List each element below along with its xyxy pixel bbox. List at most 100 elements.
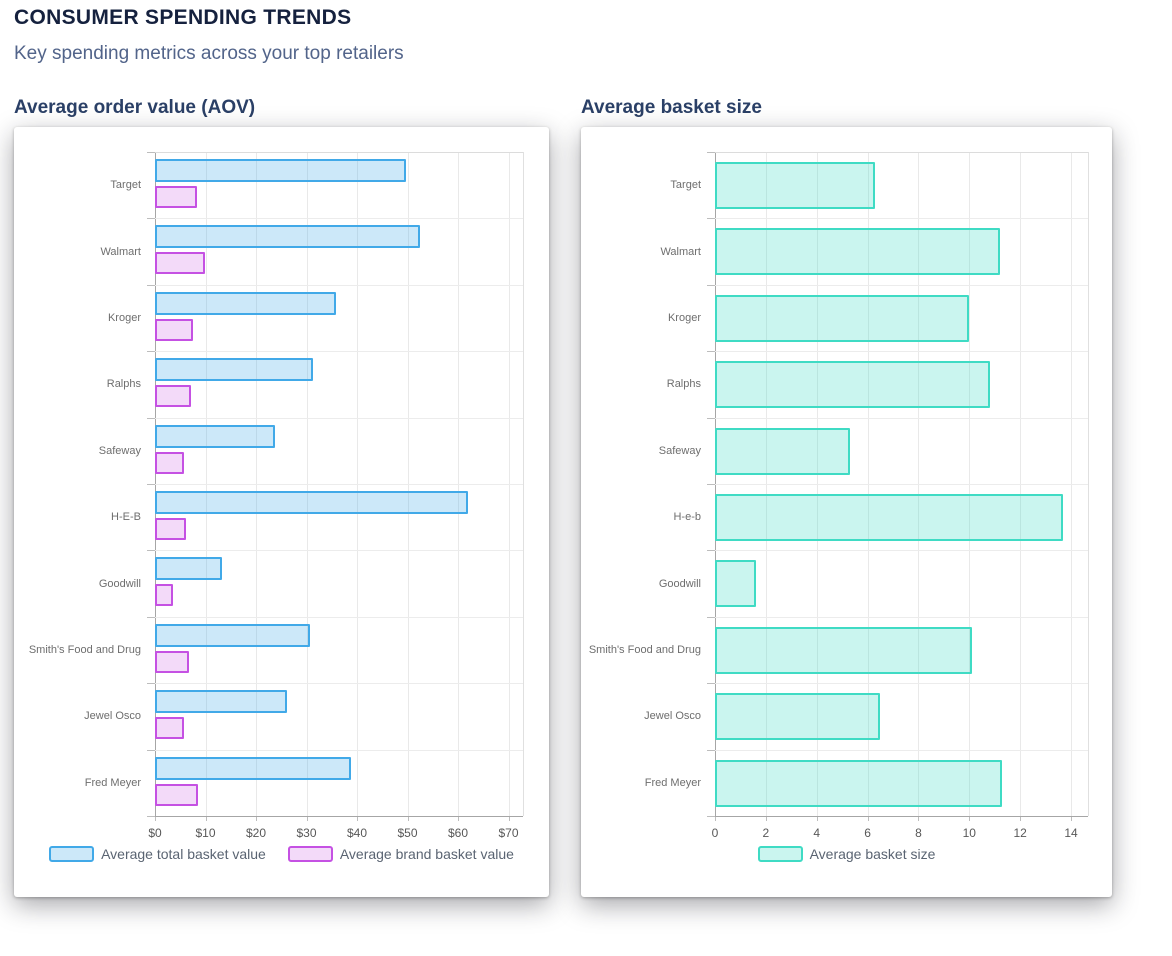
gridline-horizontal	[715, 417, 1088, 419]
legend-label: Average basket size	[809, 846, 936, 862]
chart-title-aov: Average order value (AOV)	[14, 97, 256, 118]
chart-title-basket-size: Average basket size	[581, 97, 762, 118]
gridline-horizontal	[715, 484, 1088, 485]
gridline-horizontal	[155, 417, 523, 419]
category-label: Jewel Osco	[644, 710, 701, 723]
bar-average-brand-basket-value	[155, 451, 184, 474]
gridline-horizontal	[155, 683, 523, 685]
x-axis-label: 2	[762, 826, 770, 840]
page-title: CONSUMER SPENDING TRENDS	[14, 6, 352, 29]
x-axis-label: $30	[296, 826, 317, 840]
category-label: Smith's Food and Drug	[588, 644, 701, 656]
y-axis-tick	[147, 218, 155, 220]
x-axis-label: 14	[1064, 826, 1078, 840]
y-axis-tick	[707, 417, 715, 419]
gridline-horizontal	[715, 683, 1088, 685]
y-axis-tick	[707, 550, 715, 552]
bar-average-total-basket-value	[155, 623, 311, 647]
bar-average-basket-size	[715, 494, 1064, 541]
bar-average-brand-basket-value	[155, 783, 198, 806]
gridline-horizontal	[715, 616, 1088, 618]
x-axis-tick	[867, 816, 869, 821]
bar-average-basket-size	[715, 560, 756, 608]
bottom-axis-line	[715, 816, 1088, 817]
x-axis-label: $20	[245, 826, 267, 840]
bar-average-basket-size	[715, 626, 972, 674]
x-axis-tick	[256, 816, 257, 821]
category-label: Goodwill	[98, 577, 141, 590]
legend-label: Average total basket value	[101, 846, 266, 862]
x-axis-tick	[765, 816, 767, 821]
bar-average-total-basket-value	[155, 690, 287, 714]
bar-average-brand-basket-value	[155, 584, 173, 607]
legend-swatch	[49, 846, 95, 862]
bar-average-brand-basket-value	[155, 650, 189, 673]
gridline-horizontal	[155, 550, 523, 552]
x-axis-tick	[508, 816, 510, 821]
category-label: Fred Meyer	[84, 776, 141, 789]
gridline-horizontal	[715, 284, 1088, 286]
category-label: Fred Meyer	[644, 776, 701, 789]
plot-right-edge	[523, 152, 524, 816]
y-axis-tick	[707, 616, 715, 618]
x-axis-tick	[816, 816, 818, 821]
y-axis-tick	[707, 484, 715, 485]
bar-average-total-basket-value	[155, 291, 336, 315]
x-axis-label: 10	[962, 826, 976, 840]
x-axis-label: $50	[397, 826, 418, 840]
bar-average-brand-basket-value	[155, 385, 191, 408]
x-axis-label: $10	[195, 826, 216, 840]
category-label: H-e-b	[673, 511, 701, 524]
bar-average-basket-size	[715, 162, 876, 209]
legend-swatch	[287, 846, 333, 862]
y-axis-tick	[147, 484, 155, 485]
chart-legend: Average total basket value Average brand …	[14, 846, 549, 862]
category-label: Walmart	[660, 245, 701, 258]
bar-average-total-basket-value	[155, 358, 314, 382]
x-axis-tick	[155, 816, 156, 821]
x-axis-label: $70	[498, 826, 519, 840]
gridline-horizontal	[715, 351, 1088, 353]
y-axis-tick	[147, 749, 155, 751]
y-axis-tick	[147, 152, 155, 153]
gridline-horizontal	[155, 284, 523, 286]
category-label: H-E-B	[111, 511, 141, 524]
gridline-horizontal	[715, 152, 1088, 153]
gridline-horizontal	[155, 152, 523, 153]
x-axis-label: 6	[864, 826, 871, 840]
x-axis-tick	[969, 816, 971, 821]
y-axis-tick	[147, 616, 155, 618]
category-label: Ralphs	[666, 378, 701, 391]
bar-average-brand-basket-value	[155, 252, 205, 275]
bar-average-basket-size	[715, 427, 850, 475]
x-axis-label: 12	[1013, 826, 1027, 840]
category-label: Ralphs	[106, 378, 141, 391]
plot-right-edge	[1088, 152, 1089, 816]
x-axis-tick	[357, 816, 358, 821]
bar-average-brand-basket-value	[155, 186, 197, 208]
category-label: Jewel Osco	[84, 710, 141, 723]
x-axis-tick	[407, 816, 409, 821]
basket-size-chart-plot: 0 2 4 6 8 10 12 14 Target Walmart Kroger Ralphs Safe…	[581, 127, 1112, 897]
category-label: Safeway	[658, 444, 701, 457]
category-label: Kroger	[107, 312, 141, 324]
y-axis-tick	[707, 749, 715, 751]
gridline-horizontal	[715, 749, 1088, 751]
x-axis-tick	[205, 816, 207, 821]
x-axis-tick	[1020, 816, 1022, 821]
gridline-horizontal	[155, 484, 523, 485]
aov-chart-plot: $0 $10 $20 $30 $40 $50 $60 $70 Target Walmart Krog…	[14, 127, 549, 897]
x-axis-tick	[715, 816, 716, 821]
y-axis-tick	[707, 351, 715, 353]
y-axis-tick	[147, 683, 155, 685]
x-axis-tick	[1071, 816, 1073, 821]
y-axis-tick	[147, 284, 155, 286]
bar-average-brand-basket-value	[155, 318, 193, 341]
x-axis-label: $40	[346, 826, 368, 840]
legend-label: Average brand basket value	[339, 846, 514, 862]
gridline-horizontal	[715, 550, 1088, 552]
category-label: Target	[670, 179, 701, 192]
category-label: Goodwill	[658, 577, 701, 590]
bar-average-basket-size	[715, 228, 1000, 276]
chart-legend: Average basket size	[581, 846, 1112, 862]
